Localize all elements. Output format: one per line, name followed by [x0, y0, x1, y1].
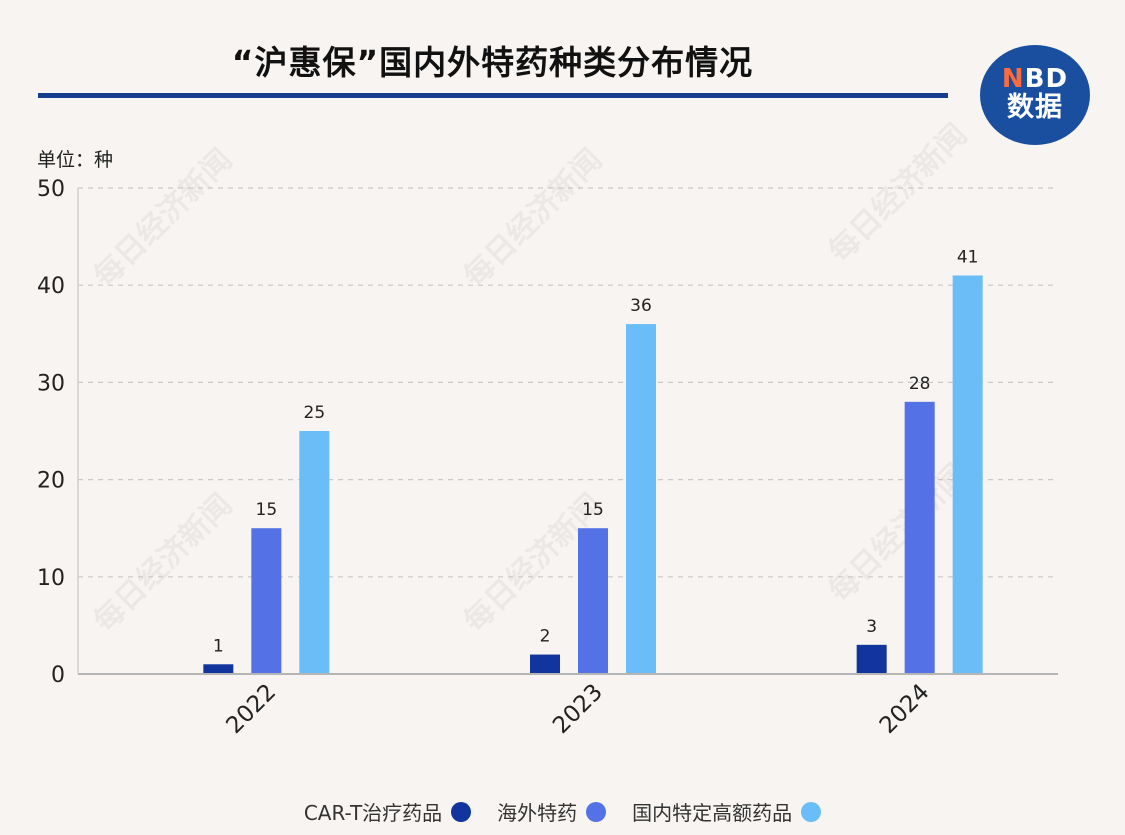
- unit-label: 单位：种: [37, 149, 114, 171]
- bar-value-label: 3: [866, 617, 877, 637]
- y-tick-label: 40: [37, 274, 65, 299]
- bar: [203, 664, 234, 674]
- bar-value-label: 36: [630, 296, 652, 316]
- bar: [856, 644, 887, 674]
- y-tick-label: 10: [37, 566, 65, 591]
- bar-value-label: 15: [582, 500, 604, 520]
- x-tick-label: 2024: [875, 679, 935, 739]
- y-tick-label: 0: [51, 663, 65, 688]
- bar-value-label: 25: [304, 403, 326, 423]
- data-labels: 1 15 25 2 15 36 3 28 41: [213, 247, 979, 656]
- bar: [299, 431, 330, 674]
- bar-value-label: 28: [909, 374, 931, 394]
- x-tick-label: 2022: [221, 679, 281, 739]
- bar: [952, 275, 983, 674]
- bar-marks: [203, 275, 983, 674]
- x-tick-label: 2023: [548, 679, 608, 739]
- bar: [904, 401, 935, 674]
- logo-letter-n: N: [1001, 64, 1025, 94]
- y-tick-label: 30: [37, 371, 65, 396]
- watermark-layer: 每日经济新闻每日经济新闻每日经济新闻每日经济新闻每日经济新闻每日经济新闻: [87, 117, 974, 639]
- nbd-logo: NBD 数据: [980, 45, 1090, 145]
- bar-value-label: 2: [540, 627, 551, 647]
- logo-letters-bd: BD: [1024, 64, 1069, 94]
- legend-swatch: [801, 801, 822, 822]
- bar: [626, 324, 656, 674]
- chart-title: “沪惠保”国内外特药种类分布情况: [231, 43, 754, 82]
- watermark-text: 每日经济新闻: [457, 142, 609, 294]
- legend-item: 国内特定高额药品: [632, 797, 822, 826]
- bar-value-label: 15: [256, 500, 278, 520]
- watermark-text: 每日经济新闻: [87, 487, 239, 639]
- y-axis-ticks: 0 10 20 30 40 50: [37, 177, 65, 688]
- bar: [578, 528, 608, 674]
- legend-label: CAR-T治疗药品: [303, 801, 443, 825]
- legend-label: 海外特药: [497, 801, 578, 825]
- watermark-text: 每日经济新闻: [822, 117, 974, 269]
- bar-value-label: 41: [957, 247, 979, 267]
- legend-label: 国内特定高额药品: [632, 801, 793, 825]
- bar: [530, 654, 560, 674]
- y-tick-label: 50: [37, 177, 65, 202]
- legend: CAR-T治疗药品 海外特药 国内特定高额药品: [0, 797, 1125, 826]
- legend-swatch: [451, 801, 472, 822]
- bar: [251, 528, 282, 674]
- x-axis-ticks: 2022 2023 2024: [221, 679, 934, 739]
- legend-item: CAR-T治疗药品: [303, 797, 472, 826]
- bar-value-label: 1: [213, 636, 224, 656]
- logo-text-data: 数据: [1007, 92, 1063, 123]
- grid-lines: [78, 187, 1058, 578]
- legend-swatch: [586, 801, 607, 822]
- title-underline: [38, 93, 948, 98]
- watermark-text: 每日经济新闻: [87, 142, 239, 294]
- y-tick-label: 20: [37, 469, 65, 494]
- legend-item: 海外特药: [497, 797, 607, 826]
